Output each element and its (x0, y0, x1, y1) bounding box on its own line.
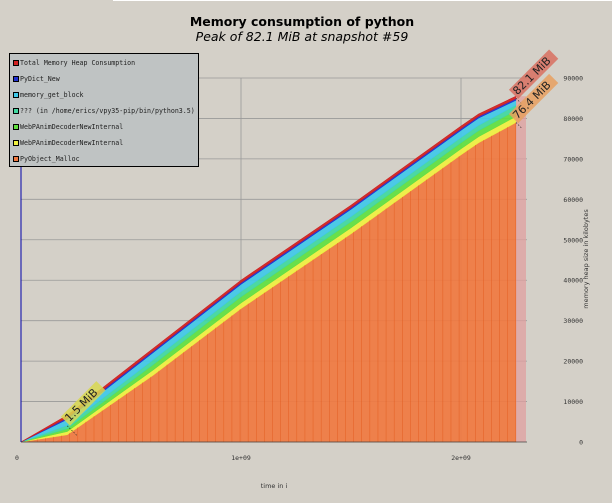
annotation-box (508, 73, 559, 124)
legend-swatch (13, 156, 19, 162)
legend-item: WebPAnimDecoderNewInternal (13, 139, 197, 148)
x-tick-label: 1e+09 (231, 454, 251, 462)
legend-item: PyDict_New (13, 75, 197, 84)
chart-title: Memory consumption of python (189, 14, 415, 29)
x-tick-label: 0 (15, 454, 19, 462)
y-tick-label: 80000 (563, 115, 583, 123)
y-tick-label: 60000 (563, 196, 583, 204)
top-border-line (113, 0, 612, 1)
legend-swatch (13, 60, 19, 66)
legend-label: ??? (in /home/erics/vpy35-pip/bin/python… (20, 107, 195, 115)
annotation-box (508, 49, 559, 99)
legend-swatch (13, 108, 19, 114)
legend-item: WebPAnimDecoderNewInternal (13, 123, 197, 132)
peak-band (516, 96, 526, 442)
legend-item: PyObject_Malloc (13, 155, 197, 164)
legend-swatch (13, 124, 19, 130)
y-tick-label: 40000 (563, 277, 583, 285)
legend-swatch (13, 76, 19, 82)
chart-subtitle: Peak of 82.1 MiB at snapshot #59 (195, 29, 409, 44)
legend-item: ??? (in /home/erics/vpy35-pip/bin/python… (13, 107, 197, 116)
annotation-box (60, 381, 106, 426)
y-tick-label: 90000 (563, 75, 583, 83)
y-axis-label: memory heap size in kilobytes (582, 209, 590, 309)
y-tick-label: 20000 (563, 358, 583, 366)
annotation-pointer (515, 122, 522, 129)
y-tick-label: 50000 (563, 236, 583, 244)
legend-swatch (13, 140, 19, 146)
annotation-pointer (66, 425, 78, 436)
y-tick-label: 30000 (563, 317, 583, 325)
legend-label: WebPAnimDecoderNewInternal (20, 139, 124, 147)
y-tick-label: 10000 (563, 398, 583, 406)
x-axis-label: time in i (261, 482, 288, 490)
area-layer (20, 95, 526, 443)
y-tick-label: 0 (579, 439, 583, 447)
legend-label: Total Memory Heap Consumption (20, 59, 136, 67)
legend-label: PyDict_New (20, 75, 60, 83)
legend-label: PyObject_Malloc (20, 155, 80, 163)
legend-label: WebPAnimDecoderNewInternal (20, 123, 124, 131)
legend-item: Total Memory Heap Consumption (13, 59, 197, 68)
x-tick-label: 2e+09 (451, 454, 471, 462)
y-tick-label: 70000 (563, 155, 583, 163)
axis-layer: 0 10000 20000 30000 40000 50000 60000 70000 8000… (15, 75, 583, 463)
legend-label: memory_get_block (20, 91, 84, 99)
legend-swatch (13, 92, 19, 98)
legend-item: memory_get_block (13, 91, 197, 100)
